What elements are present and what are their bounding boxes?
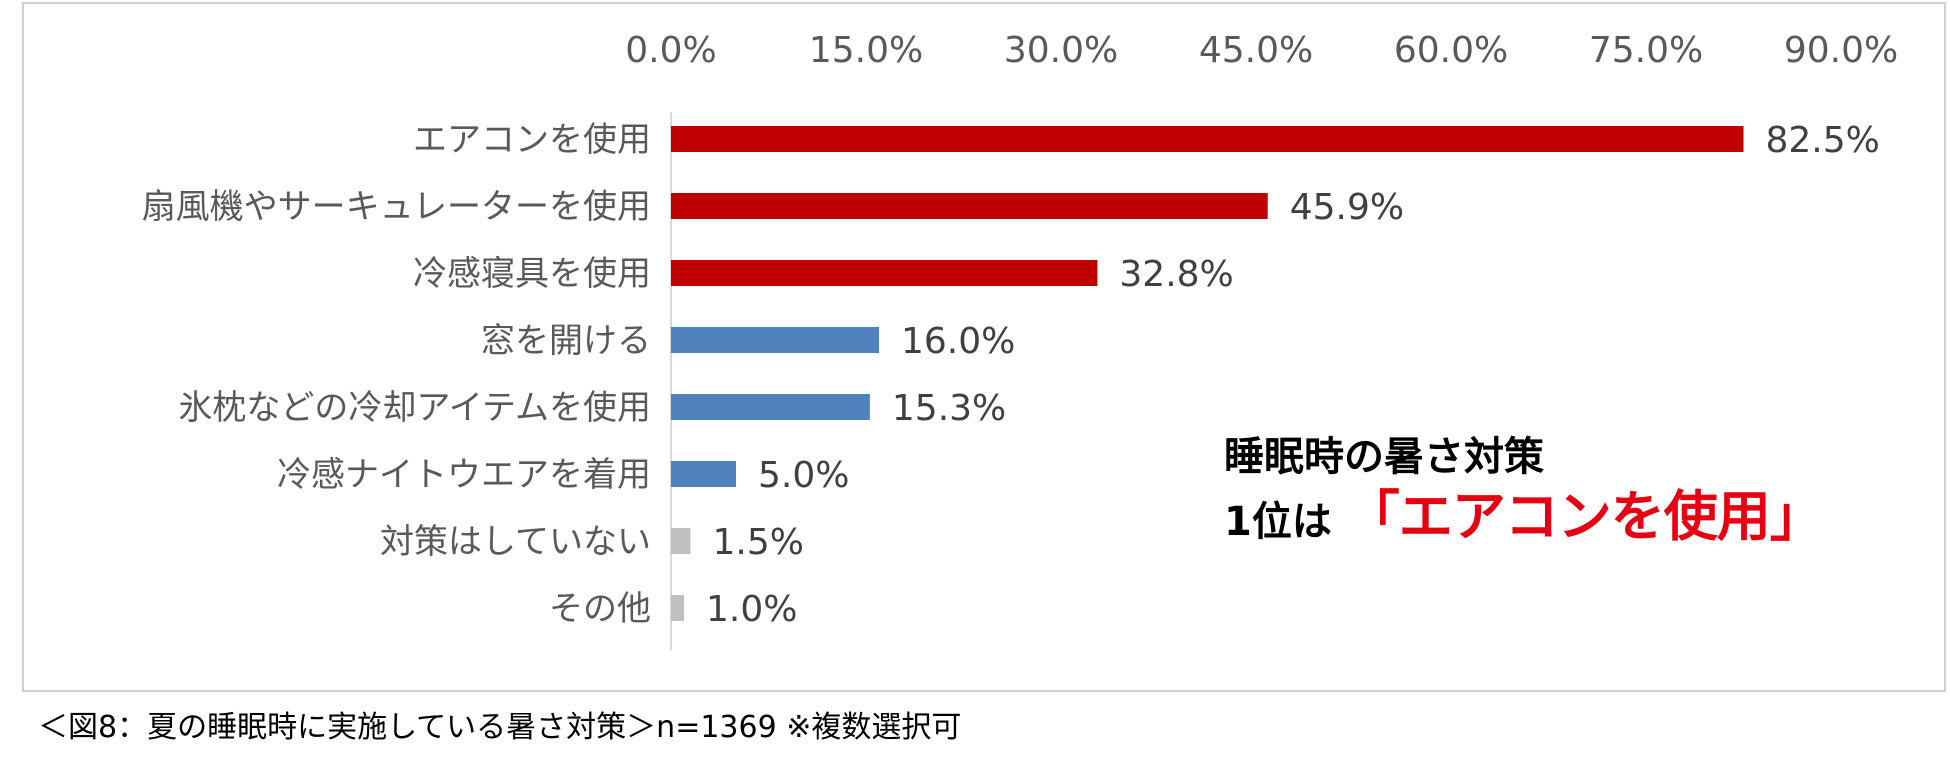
category-label: 扇風機やサーキュレーターを使用 (142, 187, 651, 227)
x-tick-label: 45.0% (1199, 30, 1313, 71)
category-label: 冷感ナイトウエアを着用 (277, 455, 651, 495)
callout-ranking: 1位は 「エアコンを使用」 (1224, 485, 1944, 554)
callout-title: 睡眠時の暑さ対策 (1224, 434, 1544, 480)
callout-highlight: 「エアコンを使用」 (1345, 485, 1824, 548)
data-label: 82.5% (1766, 120, 1880, 161)
x-tick-label: 0.0% (625, 30, 716, 71)
x-tick-label: 60.0% (1394, 30, 1508, 71)
bar (671, 394, 870, 420)
category-label: 対策はしていない (380, 522, 651, 562)
bar (671, 528, 691, 554)
data-label: 45.9% (1290, 187, 1404, 228)
callout: 睡眠時の暑さ対策 1位は 「エアコンを使用」 (1224, 429, 1944, 554)
x-tick-label: 15.0% (809, 30, 923, 71)
bar (671, 193, 1268, 219)
x-tick-label: 90.0% (1784, 30, 1898, 71)
callout-rank-prefix: 1位は (1224, 499, 1332, 545)
data-label: 15.3% (892, 388, 1006, 429)
x-tick-label: 30.0% (1004, 30, 1118, 71)
category-label: 冷感寝具を使用 (413, 254, 651, 294)
data-label: 1.0% (706, 589, 797, 630)
data-label: 5.0% (758, 455, 849, 496)
data-label: 32.8% (1119, 254, 1233, 295)
category-label: エアコンを使用 (413, 120, 651, 160)
category-label: 窓を開ける (481, 321, 651, 361)
bar (671, 595, 684, 621)
figure-caption: ＜図8：夏の睡眠時に実施している暑さ対策＞n=1369 ※複数選択可 (38, 710, 962, 745)
data-label: 1.5% (713, 522, 804, 563)
bar (671, 260, 1098, 286)
bar (671, 327, 879, 353)
bar (671, 126, 1744, 152)
category-label: 氷枕などの冷却アイテムを使用 (178, 388, 651, 428)
bar (671, 461, 736, 487)
category-label: その他 (549, 589, 651, 629)
bar-chart: 0.0% 15.0% 30.0% 45.0% 60.0% 75.0% 90.0% エアコンを使… (142, 30, 1898, 650)
chart-frame: 0.0% 15.0% 30.0% 45.0% 60.0% 75.0% 90.0% エアコンを使… (22, 2, 1946, 692)
x-tick-label: 75.0% (1589, 30, 1703, 71)
data-label: 16.0% (901, 321, 1015, 362)
